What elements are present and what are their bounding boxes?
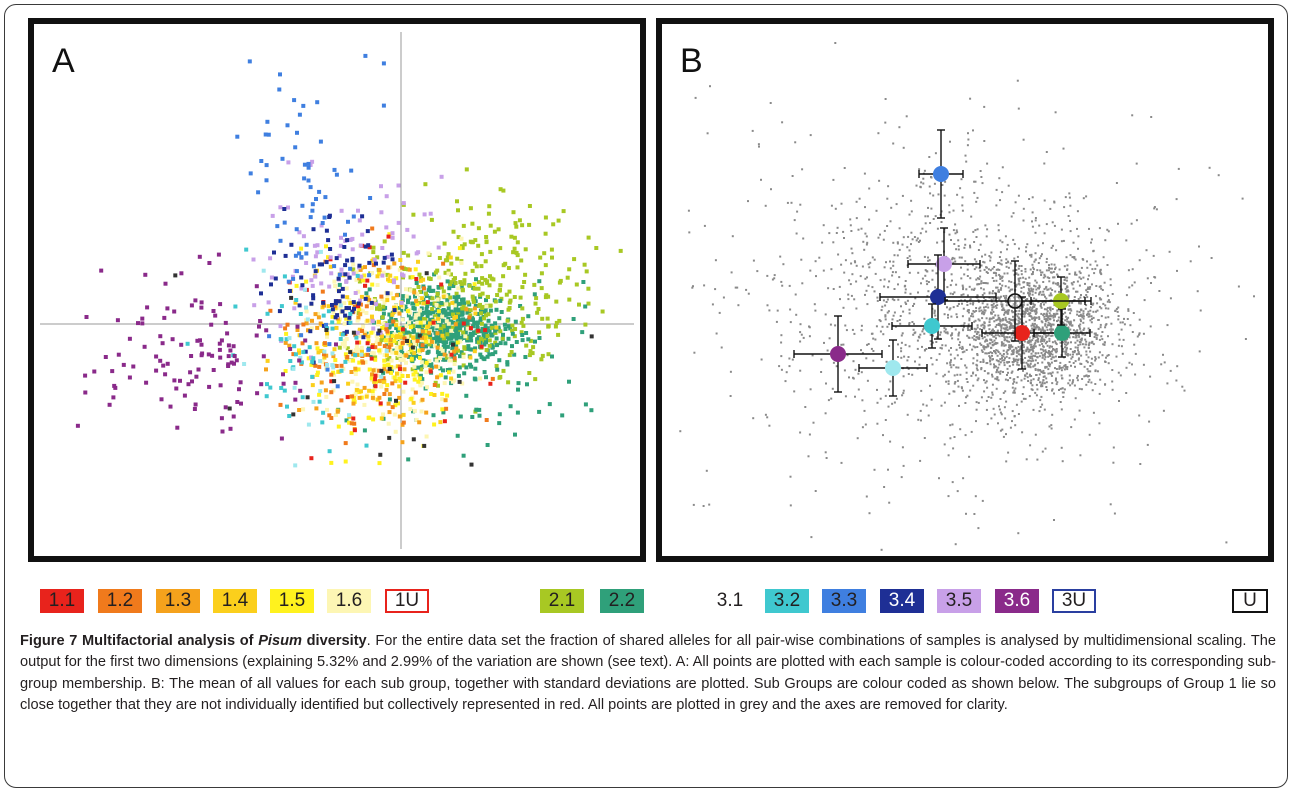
panel-a-points <box>75 53 623 468</box>
legend-chip-2-2: 2.2 <box>600 589 644 613</box>
panel-b-label: B <box>680 42 703 80</box>
legend-chip-3u: 3U <box>1052 589 1096 613</box>
group-3-3-mean <box>918 129 964 219</box>
group-1-mean <box>981 296 1063 370</box>
caption-title-end: diversity <box>301 633 367 649</box>
panel-b-means: B <box>656 18 1274 562</box>
caption-body: . For the entire data set the fraction o… <box>20 633 1276 714</box>
legend-chip-1-5: 1.5 <box>270 589 314 613</box>
subgroup-legend: 1.1 1.2 1.3 1.4 1.5 1.6 1U 2.1 2.2 3.1 3.2 3.3 3.4 3.… <box>0 589 1292 617</box>
panel-a-scatter: A <box>28 18 646 562</box>
caption-title-text: Figure 7 Multifactorial analysis of <box>20 633 259 649</box>
legend-chip-1u: 1U <box>385 589 429 613</box>
legend-chip-1-2: 1.2 <box>98 589 142 613</box>
unassigned-mean <box>944 260 1086 342</box>
figure-caption: Figure 7 Multifactorial analysis of Pisu… <box>20 631 1276 717</box>
group-3-6-mean <box>793 315 883 393</box>
legend-chip-3-6: 3.6 <box>995 589 1039 613</box>
legend-chip-1-3: 1.3 <box>156 589 200 613</box>
panel-a-plot <box>40 32 634 549</box>
legend-chip-1-6: 1.6 <box>327 589 371 613</box>
legend-chip-1-1: 1.1 <box>40 589 84 613</box>
legend-chip-3-3: 3.3 <box>822 589 866 613</box>
group-3-2-mean <box>891 303 973 349</box>
group-3-5-mean <box>907 227 981 301</box>
legend-chip-3-1: 3.1 <box>708 589 752 613</box>
legend-chip-u: U <box>1232 589 1268 613</box>
legend-chip-3-5: 3.5 <box>937 589 981 613</box>
panel-b-grey-points <box>679 42 1255 551</box>
legend-chip-1-4: 1.4 <box>213 589 257 613</box>
caption-title-italic: Pisum <box>258 633 302 649</box>
caption-title: Figure 7 Multifactorial analysis of Pisu… <box>20 633 367 649</box>
legend-chip-3-4: 3.4 <box>880 589 924 613</box>
group-3-1-mean <box>858 339 928 397</box>
legend-chip-2-1: 2.1 <box>540 589 584 613</box>
panel-a-label: A <box>52 42 75 80</box>
panel-b-plot <box>679 42 1255 551</box>
legend-chip-3-2: 3.2 <box>765 589 809 613</box>
group-2-2-mean <box>1033 308 1091 358</box>
